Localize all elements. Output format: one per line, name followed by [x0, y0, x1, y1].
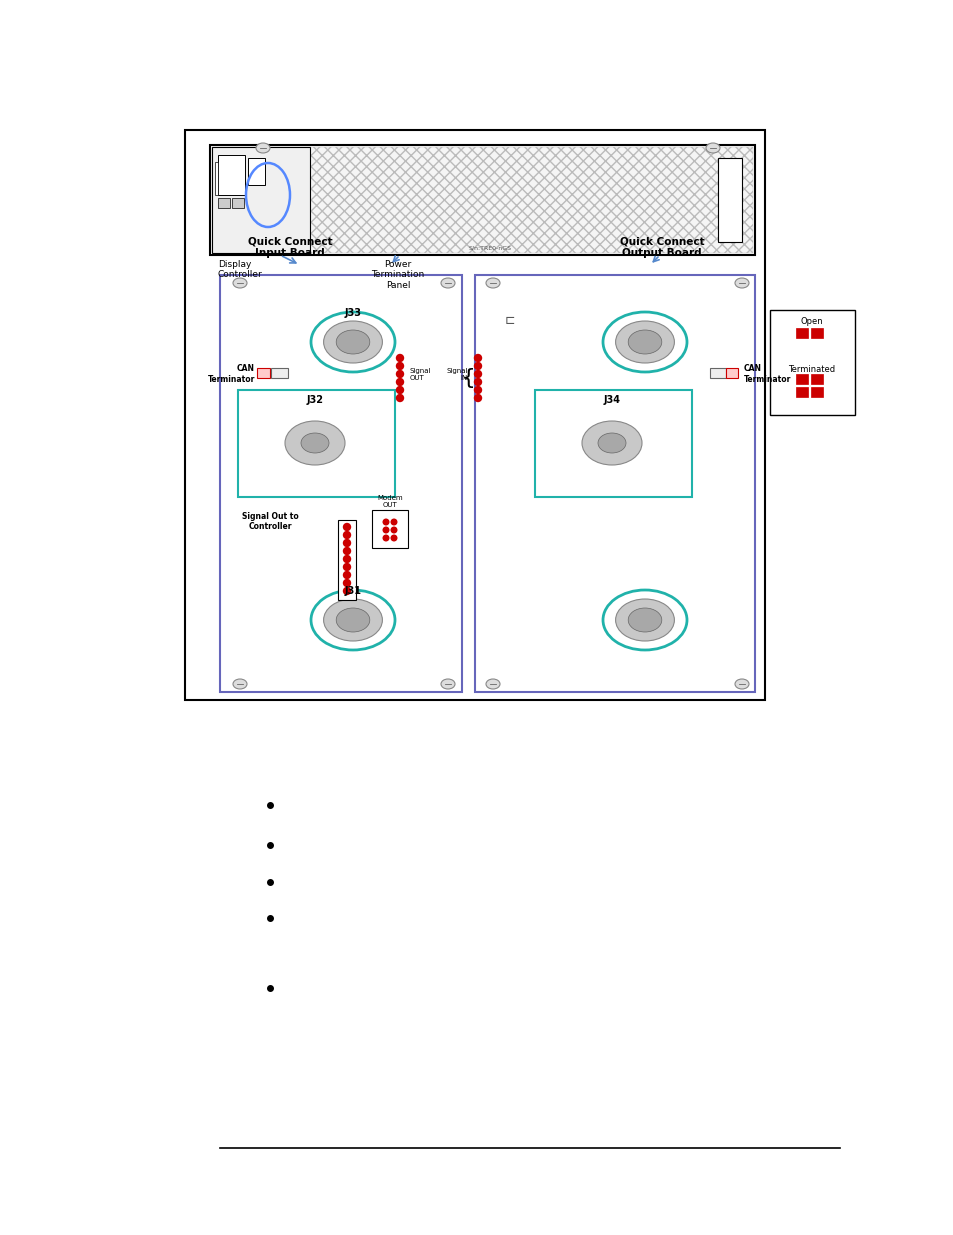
- Circle shape: [383, 527, 389, 532]
- Text: {: {: [461, 368, 475, 388]
- Circle shape: [474, 370, 481, 378]
- Ellipse shape: [485, 679, 499, 689]
- Bar: [237, 390, 395, 496]
- Ellipse shape: [598, 433, 625, 453]
- Text: ⊏: ⊏: [504, 314, 515, 326]
- Bar: [210, 144, 754, 254]
- Circle shape: [343, 588, 350, 594]
- Bar: [212, 147, 310, 253]
- Ellipse shape: [615, 599, 674, 641]
- Bar: [795, 387, 807, 396]
- Ellipse shape: [705, 143, 720, 153]
- Circle shape: [391, 527, 396, 532]
- Bar: [795, 374, 807, 384]
- Ellipse shape: [255, 143, 270, 153]
- Circle shape: [343, 572, 350, 578]
- Bar: [220, 275, 461, 692]
- Ellipse shape: [440, 278, 455, 288]
- Ellipse shape: [335, 330, 370, 354]
- Bar: [337, 520, 355, 600]
- Circle shape: [396, 378, 403, 385]
- Bar: [795, 329, 807, 338]
- Text: Signal
IN: Signal IN: [446, 368, 468, 382]
- Ellipse shape: [323, 321, 382, 363]
- Circle shape: [396, 354, 403, 362]
- Bar: [218, 156, 245, 195]
- Ellipse shape: [627, 330, 661, 354]
- Bar: [725, 368, 738, 378]
- Bar: [709, 368, 725, 378]
- Ellipse shape: [734, 278, 748, 288]
- Circle shape: [343, 556, 350, 562]
- Ellipse shape: [301, 433, 329, 453]
- Bar: [185, 130, 764, 700]
- Circle shape: [396, 370, 403, 378]
- Circle shape: [343, 531, 350, 538]
- Circle shape: [343, 579, 350, 587]
- Text: Display
Controller: Display Controller: [218, 261, 262, 279]
- Ellipse shape: [233, 278, 247, 288]
- Text: Power
Termination
Panel: Power Termination Panel: [371, 261, 424, 290]
- Ellipse shape: [615, 321, 674, 363]
- Bar: [535, 390, 691, 496]
- Ellipse shape: [335, 608, 370, 632]
- Circle shape: [474, 378, 481, 385]
- Text: Modem
OUT: Modem OUT: [376, 495, 402, 508]
- Circle shape: [474, 363, 481, 369]
- Ellipse shape: [285, 421, 345, 466]
- Bar: [475, 275, 754, 692]
- Bar: [248, 158, 265, 185]
- Text: J32: J32: [306, 395, 323, 405]
- Text: Terminated: Terminated: [787, 366, 835, 374]
- Bar: [218, 198, 230, 207]
- Text: J34: J34: [603, 395, 619, 405]
- Bar: [718, 158, 741, 242]
- Circle shape: [343, 524, 350, 531]
- Text: Signal
OUT: Signal OUT: [410, 368, 431, 382]
- Circle shape: [474, 354, 481, 362]
- Ellipse shape: [627, 608, 661, 632]
- Bar: [212, 147, 752, 253]
- Bar: [214, 162, 218, 195]
- Circle shape: [396, 363, 403, 369]
- Ellipse shape: [233, 679, 247, 689]
- Ellipse shape: [581, 421, 641, 466]
- Text: CAN
Terminator: CAN Terminator: [743, 364, 791, 384]
- Bar: [372, 510, 408, 548]
- Circle shape: [396, 387, 403, 394]
- Text: J31: J31: [344, 585, 361, 597]
- Ellipse shape: [485, 278, 499, 288]
- Circle shape: [474, 387, 481, 394]
- Bar: [810, 387, 822, 396]
- Circle shape: [383, 519, 389, 525]
- Ellipse shape: [440, 679, 455, 689]
- Ellipse shape: [734, 679, 748, 689]
- Text: S/n:TRE0-nGS: S/n:TRE0-nGS: [468, 245, 511, 249]
- Text: Open: Open: [800, 317, 822, 326]
- Circle shape: [343, 563, 350, 571]
- Bar: [810, 374, 822, 384]
- Bar: [256, 368, 270, 378]
- Circle shape: [391, 519, 396, 525]
- Circle shape: [383, 535, 389, 541]
- Circle shape: [343, 540, 350, 547]
- Bar: [769, 310, 854, 415]
- Bar: [810, 329, 822, 338]
- Text: J33: J33: [344, 308, 361, 317]
- Text: Quick Connect
Input Board: Quick Connect Input Board: [248, 236, 332, 258]
- Text: Quick Connect
Output Board: Quick Connect Output Board: [619, 236, 703, 258]
- Circle shape: [474, 394, 481, 401]
- Bar: [271, 368, 288, 378]
- Circle shape: [396, 394, 403, 401]
- Text: CAN
Terminator: CAN Terminator: [208, 364, 254, 384]
- Bar: [232, 198, 244, 207]
- Ellipse shape: [323, 599, 382, 641]
- Text: Signal Out to
Controller: Signal Out to Controller: [241, 513, 298, 531]
- Circle shape: [391, 535, 396, 541]
- Circle shape: [343, 547, 350, 555]
